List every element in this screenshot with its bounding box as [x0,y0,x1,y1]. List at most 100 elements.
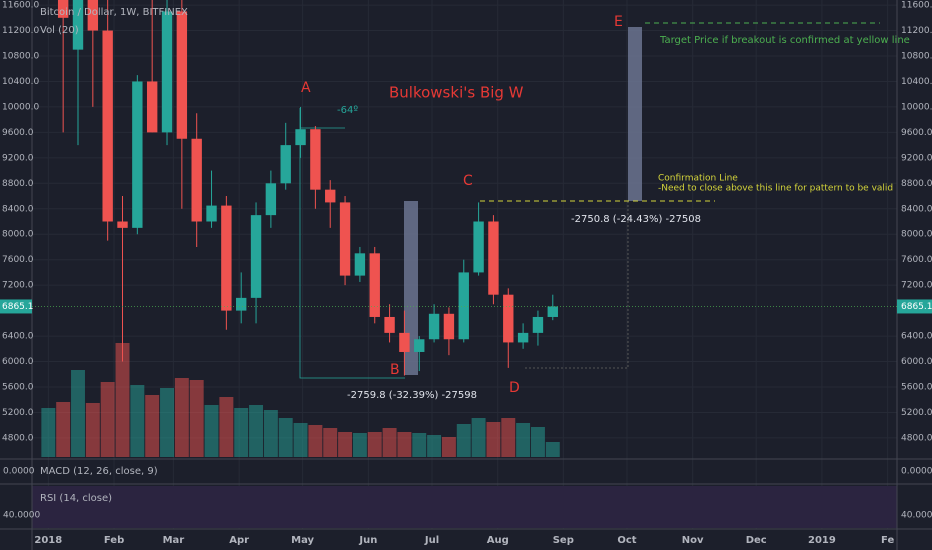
volume-bar [456,424,471,457]
x-tick-label: Mar [163,535,185,546]
candle-body [117,221,128,228]
candle-body [443,313,455,340]
rsi-pane [32,486,897,528]
volume-bar [501,418,516,457]
candle-body [176,11,188,139]
candle-body [384,316,395,333]
candle-body [428,313,440,340]
y-tick-label: 7200.0 [2,281,34,291]
y-tick-label: 6000.0 [2,357,34,367]
x-tick-label: Dec [746,535,767,546]
angle-label: -64º [337,105,358,116]
y-tick-label: 6400.0 [2,332,34,342]
y-tick-label: 10800.0 [901,52,932,62]
measure-label: -2759.8 (-32.39%) -27598 [347,390,477,401]
y-tick-label: 5600.0 [901,382,932,392]
volume-bar [486,422,501,457]
y-tick-label: 7600.0 [2,255,34,265]
volume-bar [471,418,486,457]
x-tick-label: 2018 [34,535,62,546]
volume-bar [382,428,397,457]
candle-body [146,81,158,133]
y-tick-label: 8400.0 [901,204,932,214]
volume-bar [115,343,130,457]
volume-bar [516,423,531,457]
rsi-tick: 40.0000 [901,511,932,521]
last-price-tag [897,299,932,314]
last-price-label: 6865.1 [2,302,34,312]
candle-body [310,129,321,190]
y-tick-label: 11600.0 [2,1,39,11]
candle-body [325,189,336,203]
y-tick-label: 6400.0 [901,332,932,342]
point-label: B [390,362,400,378]
rsi-label: RSI (14, close) [40,493,112,504]
y-tick-label: 11600.0 [901,1,932,11]
volume-label: Vol (20) [40,25,79,36]
volume-bar [427,435,442,457]
candle-body [57,0,69,18]
volume-bar [278,418,293,457]
y-tick-label: 8400.0 [2,204,34,214]
candle-body [250,215,262,298]
volume-bar [145,395,160,457]
point-label: D [509,380,520,396]
x-tick-label: Jul [424,535,439,546]
candle-body [295,129,306,146]
y-tick-label: 5600.0 [2,382,34,392]
x-tick-label: Sep [553,535,574,546]
volume-bar [263,410,278,457]
y-tick-label: 4800.0 [901,433,932,443]
point-label: A [301,80,311,96]
candle-body [221,205,232,311]
volume-bar [234,408,249,457]
candle-body [414,339,425,352]
volume-bar [249,405,264,457]
volume-bar [71,370,85,457]
point-label: C [463,173,473,189]
y-tick-label: 9200.0 [2,153,34,163]
y-tick-label: 6000.0 [901,357,932,367]
y-tick-label: 8800.0 [901,179,932,189]
target-label: Target Price if breakout is confirmed at… [659,35,910,46]
y-tick-label: 5200.0 [901,408,932,418]
volume-bar [367,432,382,457]
macd-label: MACD (12, 26, close, 9) [40,466,158,477]
candle-body [399,332,410,352]
candle-body [354,253,366,276]
candle-body [206,205,217,222]
candles [57,0,558,376]
volume-bar [219,397,234,457]
volume-bar [412,433,427,457]
candle-body [369,253,380,317]
confirm-note: -Need to close above this line for patte… [658,184,893,194]
candle-body [72,0,84,50]
volume-bar [174,378,189,457]
volume-bar [130,385,145,457]
volume-bar [204,405,219,457]
volume-bar [85,403,100,457]
y-tick-label: 9200.0 [901,153,932,163]
volume-bar [545,442,560,457]
candle-body [547,306,558,317]
last-price-label: 6865.1 [901,302,932,312]
point-label: E [614,14,623,30]
y-tick-label: 10400.0 [2,77,39,87]
candle-body [280,145,291,184]
volume-bar [530,427,545,457]
x-tick-label: Feb [104,535,124,546]
candle-body [191,138,202,222]
pattern-title: Bulkowski's Big W [389,84,524,102]
y-tick-label: 11200.0 [901,26,932,36]
y-tick-label: 10000.0 [2,102,39,112]
candle-body [339,202,351,276]
y-tick-label: 4800.0 [2,433,34,443]
candle-body [132,81,143,228]
candle-body [473,221,484,273]
volume-bar [308,425,323,457]
volume-bar [352,433,367,457]
rsi-tick: 40.0000 [3,511,40,521]
y-tick-label: 5200.0 [2,408,34,418]
candle-body [102,30,113,222]
